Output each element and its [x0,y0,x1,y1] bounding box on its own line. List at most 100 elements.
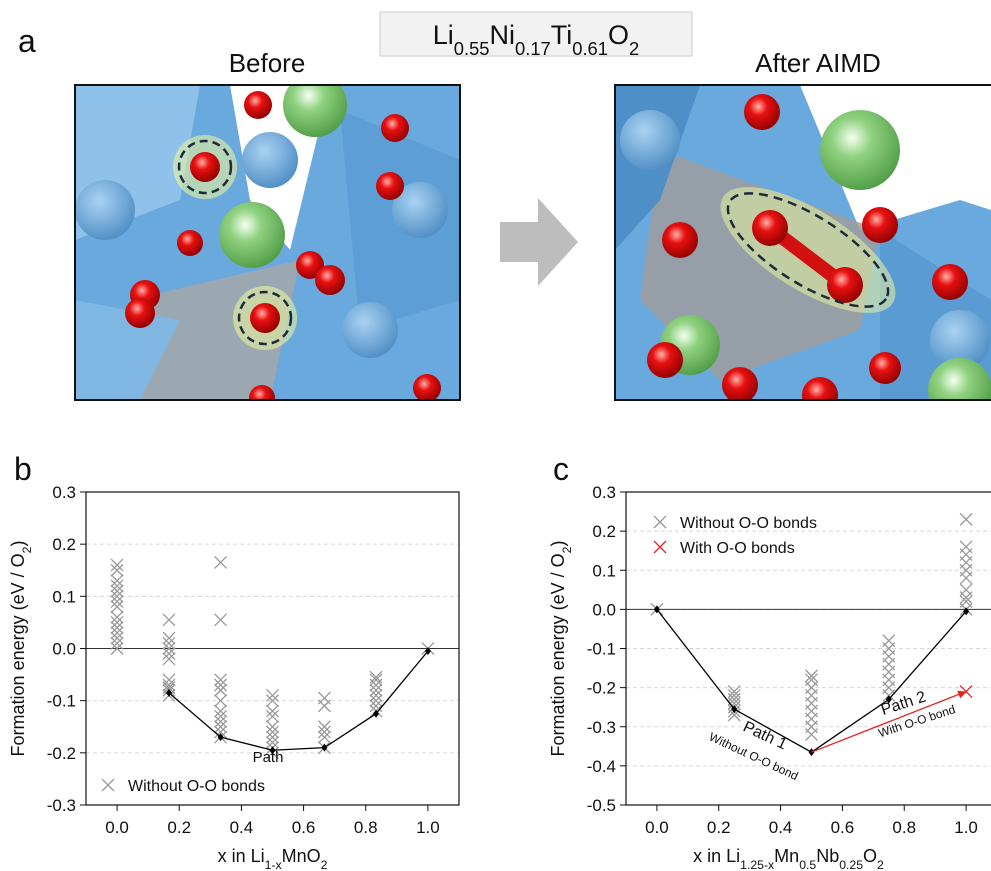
vertex-marker [321,743,328,752]
line-series [811,690,967,753]
y-tick-label: -0.5 [587,796,616,815]
subscript: 2 [629,38,639,59]
y-tick-label: 0.2 [52,535,76,554]
arrow [500,198,578,286]
marker [317,699,331,713]
marker [214,694,228,708]
y-axis-label: Formation energy (eV / O2) [8,541,34,757]
x-tick-label: 0.4 [230,818,254,837]
text-segment: Ni [490,20,516,50]
vertex-marker [885,695,892,704]
legend-label: Without O-O bonds [128,778,265,795]
marker [214,704,228,718]
marker [959,512,973,526]
subscript: 0.61 [572,38,608,59]
text-segment: Mn [774,846,799,866]
text-segment: ) [8,541,28,547]
arrow-head [957,690,967,699]
vertex-marker [731,705,738,714]
legend-marker [653,540,667,554]
after-title: After AIMD [755,48,881,78]
subscript: 0.55 [454,38,490,59]
marker [266,735,279,749]
y-tick-label: 0.1 [592,561,616,580]
legend-entry: With O-O bonds [653,540,795,557]
marker [110,621,124,635]
marker [110,642,124,655]
vertex-marker [653,605,660,614]
y-tick-label: 0.0 [52,640,76,659]
marker [214,725,228,739]
marker [110,626,124,640]
subscript: 2 [560,546,574,553]
marker [266,688,279,702]
text-segment: x in Li [693,846,740,866]
formula-box [379,11,693,57]
marker [805,728,818,742]
before-frame [74,84,461,401]
plot-frame [85,491,460,806]
marker [110,636,124,650]
before-structure [75,85,460,400]
marker [369,694,383,708]
marker [162,636,176,650]
marker [110,574,124,588]
marker [110,595,124,609]
legend-marker [101,778,115,792]
text-segment: O [863,846,877,866]
marker [110,579,124,593]
marker [214,683,228,697]
y-tick-label: -0.3 [47,796,76,815]
marker [162,642,176,655]
marker [317,730,331,744]
y-tick-label: 0.3 [52,483,76,502]
marker [959,571,973,585]
subscript: 2 [20,546,34,553]
marker [214,720,228,734]
marker [266,730,279,744]
marker [162,678,176,692]
annotation: Path [253,749,284,766]
x-tick-label: 0.6 [292,818,316,837]
after-structure [615,85,991,400]
vertex-marker [165,688,172,697]
subscript: 1-x [265,858,282,871]
marker [317,720,331,734]
x-tick-label: 0.4 [769,818,793,837]
marker [266,694,279,708]
marker [110,563,124,577]
text-segment: Formation energy (eV / O [548,553,568,756]
plot-frame [625,491,991,806]
x-tick-label: 0.8 [354,818,378,837]
marker [266,725,279,739]
marker [110,615,124,629]
y-tick-label: -0.1 [47,692,76,711]
y-tick-label: 0.0 [592,600,616,619]
legend-entry: Without O-O bonds [101,778,265,795]
panel-label: c [553,451,569,487]
marker [369,673,383,687]
scatter-series [110,555,435,760]
y-axis-label: Formation energy (eV / O2) [548,541,574,757]
subscript: 2 [321,858,328,871]
subscript: 1.25-x [740,858,774,871]
y-tick-label: -0.3 [587,718,616,737]
legend-label: Without O-O bonds [680,515,817,532]
marker [266,704,279,718]
marker [110,558,124,572]
x-tick-label: 1.0 [416,818,440,837]
marker [959,591,973,605]
x-axis-label: x in Li1-xMnO2 [218,846,328,871]
text-segment: ) [548,541,568,547]
subscript: 2 [877,858,884,871]
before-title: Before [229,48,306,78]
subscript: 0.5 [799,858,816,871]
x-tick-label: 0.6 [831,818,855,837]
y-tick-label: 0.1 [52,587,76,606]
y-tick-label: -0.1 [587,640,616,659]
marker [162,652,176,666]
text-segment: Formation energy (eV / O [8,553,28,756]
marker [214,673,228,687]
marker [110,589,124,603]
